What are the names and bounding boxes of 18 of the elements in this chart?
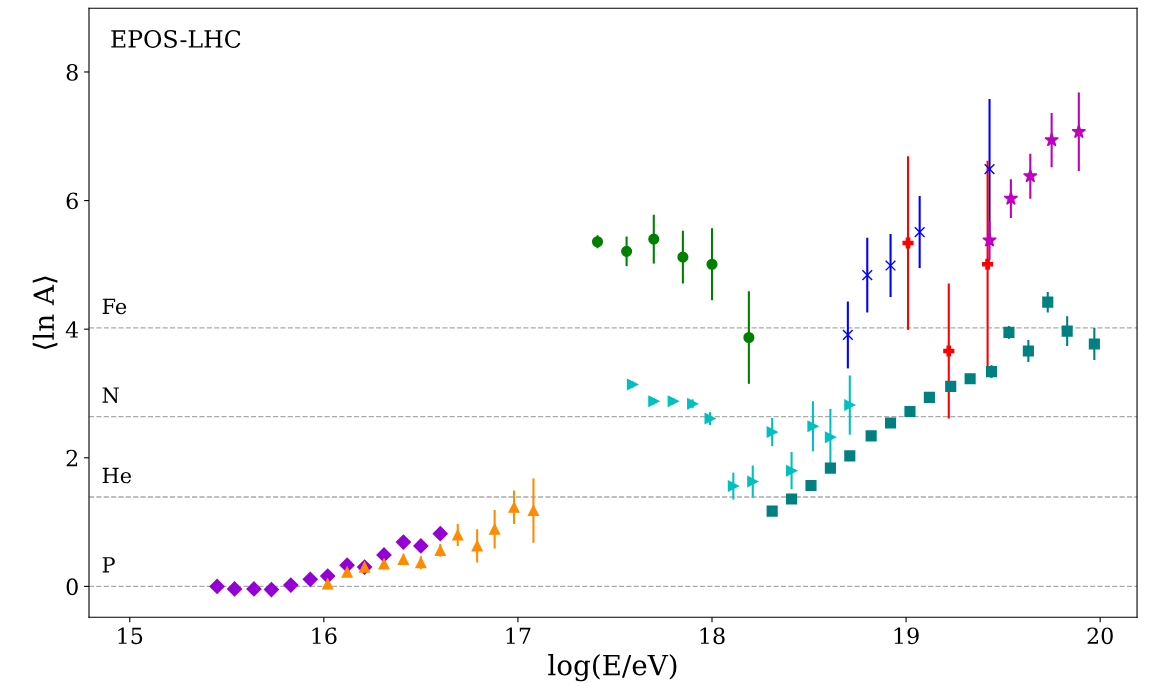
y-tick-label: 2 xyxy=(66,449,78,467)
y-tick-label: 8 xyxy=(66,63,78,81)
ref-line-label: P xyxy=(102,557,115,573)
x-tick-label: 16 xyxy=(312,627,337,645)
ref-line-label: He xyxy=(102,467,132,484)
ref-line-label: Fe xyxy=(102,298,127,315)
y-tick-label: 6 xyxy=(66,192,78,210)
y-tick-label: 4 xyxy=(65,321,79,338)
x-tick-label: 18 xyxy=(700,627,725,645)
ref-line-label: N xyxy=(102,387,119,403)
annotation: EPOS-LHC xyxy=(111,30,241,48)
y-axis-title: ⟨ln A⟩ xyxy=(32,276,58,349)
x-tick-label: 17 xyxy=(506,627,531,644)
x-axis-title: log(E/eV) xyxy=(548,654,677,682)
y-tick-label: 0 xyxy=(66,578,78,596)
x-tick-label: 15 xyxy=(118,627,143,645)
x-tick-label: 19 xyxy=(894,627,919,645)
x-tick-label: 20 xyxy=(1087,627,1113,645)
